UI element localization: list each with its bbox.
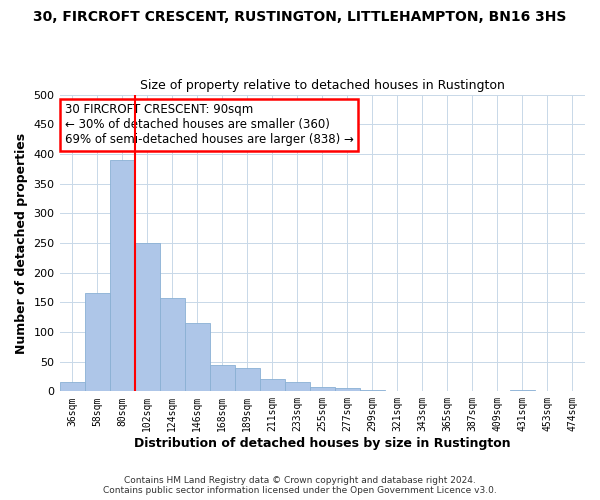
Title: Size of property relative to detached houses in Rustington: Size of property relative to detached ho… [140,79,505,92]
Bar [285,382,310,392]
Bar [110,160,134,392]
Bar [335,388,360,392]
Bar [310,386,335,392]
Bar [410,390,435,392]
Bar [560,390,585,392]
Bar [209,364,235,392]
Y-axis label: Number of detached properties: Number of detached properties [15,132,28,354]
Bar [185,323,209,392]
Bar [510,390,535,392]
Bar [435,390,460,392]
Bar [134,243,160,392]
Bar [260,380,285,392]
Bar [160,298,185,392]
Bar [385,390,410,392]
Bar [85,294,110,392]
Text: 30, FIRCROFT CRESCENT, RUSTINGTON, LITTLEHAMPTON, BN16 3HS: 30, FIRCROFT CRESCENT, RUSTINGTON, LITTL… [34,10,566,24]
Bar [235,368,260,392]
Text: Contains HM Land Registry data © Crown copyright and database right 2024.
Contai: Contains HM Land Registry data © Crown c… [103,476,497,495]
Bar [59,382,85,392]
Text: 30 FIRCROFT CRESCENT: 90sqm
← 30% of detached houses are smaller (360)
69% of se: 30 FIRCROFT CRESCENT: 90sqm ← 30% of det… [65,104,353,146]
Bar [360,390,385,392]
X-axis label: Distribution of detached houses by size in Rustington: Distribution of detached houses by size … [134,437,511,450]
